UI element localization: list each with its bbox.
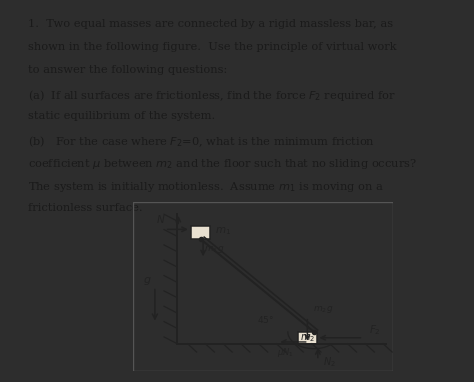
Text: $m_1g$: $m_1g$ — [204, 244, 225, 254]
Text: $m_2g$: $m_2g$ — [313, 304, 333, 315]
Text: $\mu N_1$: $\mu N_1$ — [277, 346, 294, 359]
Text: (a)  If all surfaces are frictionless, find the force $F_2$ required for: (a) If all surfaces are frictionless, fi… — [27, 88, 396, 103]
Text: $N_2$: $N_2$ — [323, 356, 336, 369]
Text: coefficient $\mu$ between $m_2$ and the floor such that no sliding occurs?: coefficient $\mu$ between $m_2$ and the … — [27, 157, 417, 171]
Text: (b)   For the case where $F_2$=0, what is the minimum friction: (b) For the case where $F_2$=0, what is … — [27, 134, 374, 149]
Text: 1.  Two equal masses are connected by a rigid massless bar, as: 1. Two equal masses are connected by a r… — [27, 19, 393, 29]
Bar — [298, 332, 317, 344]
Text: $45°$: $45°$ — [256, 314, 273, 325]
Bar — [191, 227, 210, 239]
Text: $N$: $N$ — [156, 213, 166, 225]
Text: shown in the following figure.  Use the principle of virtual work: shown in the following figure. Use the p… — [27, 42, 396, 52]
Text: The system is initially motionless.  Assume $m_1$ is moving on a: The system is initially motionless. Assu… — [27, 180, 383, 194]
Text: $m_2$: $m_2$ — [300, 332, 315, 344]
Text: frictionless surface.: frictionless surface. — [27, 204, 142, 214]
Text: $F_2$: $F_2$ — [369, 323, 381, 337]
Text: $g$: $g$ — [143, 275, 152, 288]
Text: $m_1$: $m_1$ — [216, 225, 232, 237]
Text: static equilibrium of the system.: static equilibrium of the system. — [27, 111, 215, 121]
Text: $q$: $q$ — [232, 381, 240, 382]
Text: to answer the following questions:: to answer the following questions: — [27, 65, 227, 75]
